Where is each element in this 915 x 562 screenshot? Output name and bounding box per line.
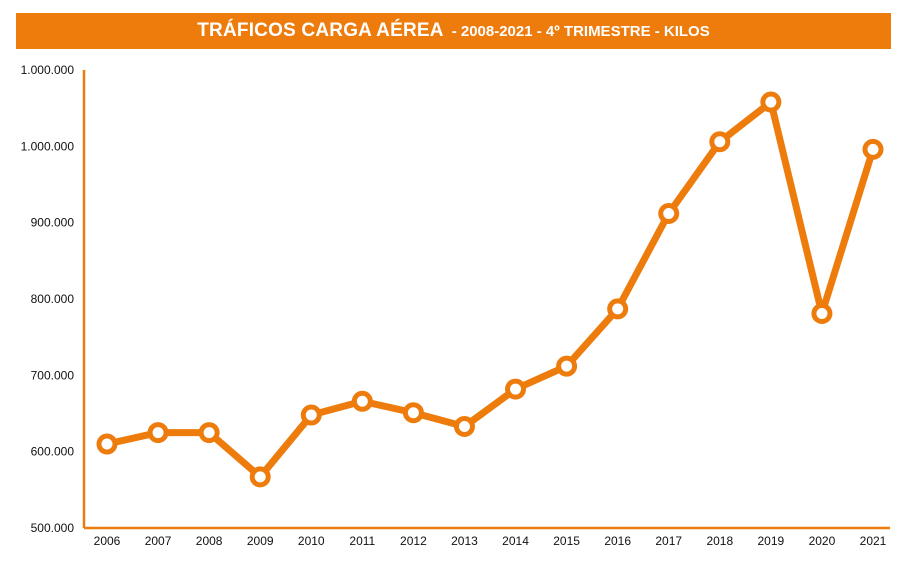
data-point xyxy=(402,402,424,424)
data-point xyxy=(760,91,782,113)
data-point xyxy=(658,203,680,225)
chart-subtitle: - 2008-2021 - 4º TRIMESTRE - KILOS xyxy=(451,22,710,40)
chart-title: TRÁFICOS CARGA AÉREA xyxy=(197,20,444,41)
y-tick-label: 700.000 xyxy=(31,368,75,382)
y-tick-label: 1.000.000 xyxy=(21,63,75,77)
y-tick-label: 500.000 xyxy=(31,521,75,535)
y-tick-label: 600.000 xyxy=(31,445,75,459)
y-axis-ticks: 500.000 600.000 700.000 800.000 900.000 1.000… xyxy=(21,63,75,535)
data-point xyxy=(811,303,833,325)
x-tick-label: 2016 xyxy=(604,534,631,548)
x-tick-label: 2021 xyxy=(860,534,887,548)
chart-axes xyxy=(82,70,890,530)
x-axis-ticks: 2006 2007 2008 2009 2010 2011 2012 2013 2014 2015… xyxy=(94,534,887,548)
y-tick-label: 1.000.000 xyxy=(21,139,75,153)
data-point xyxy=(453,415,475,437)
data-point xyxy=(505,378,527,400)
data-point xyxy=(607,298,629,320)
x-tick-label: 2010 xyxy=(298,534,325,548)
x-tick-label: 2020 xyxy=(809,534,836,548)
data-point xyxy=(249,466,271,488)
series-line xyxy=(103,98,877,481)
x-tick-label: 2015 xyxy=(553,534,580,548)
x-tick-label: 2012 xyxy=(400,534,427,548)
data-point xyxy=(556,355,578,377)
x-tick-label: 2008 xyxy=(196,534,223,548)
data-point xyxy=(300,404,322,426)
series-layer xyxy=(96,91,884,488)
x-tick-label: 2006 xyxy=(94,534,121,548)
x-tick-label: 2017 xyxy=(655,534,682,548)
data-point xyxy=(198,422,220,444)
x-tick-label: 2011 xyxy=(349,534,375,548)
x-tick-label: 2007 xyxy=(145,534,172,548)
x-tick-label: 2014 xyxy=(502,534,529,548)
chart-title-bar: TRÁFICOS CARGA AÉREA - 2008-2021 - 4º TR… xyxy=(16,13,891,49)
data-point xyxy=(351,390,373,412)
data-point xyxy=(147,422,169,444)
data-point xyxy=(96,433,118,455)
x-tick-label: 2013 xyxy=(451,534,478,548)
data-point xyxy=(862,138,884,160)
y-tick-label: 900.000 xyxy=(31,216,75,230)
x-tick-label: 2019 xyxy=(758,534,785,548)
y-tick-label: 800.000 xyxy=(31,292,75,306)
x-tick-label: 2018 xyxy=(706,534,733,548)
x-tick-label: 2009 xyxy=(247,534,274,548)
data-point xyxy=(709,131,731,153)
